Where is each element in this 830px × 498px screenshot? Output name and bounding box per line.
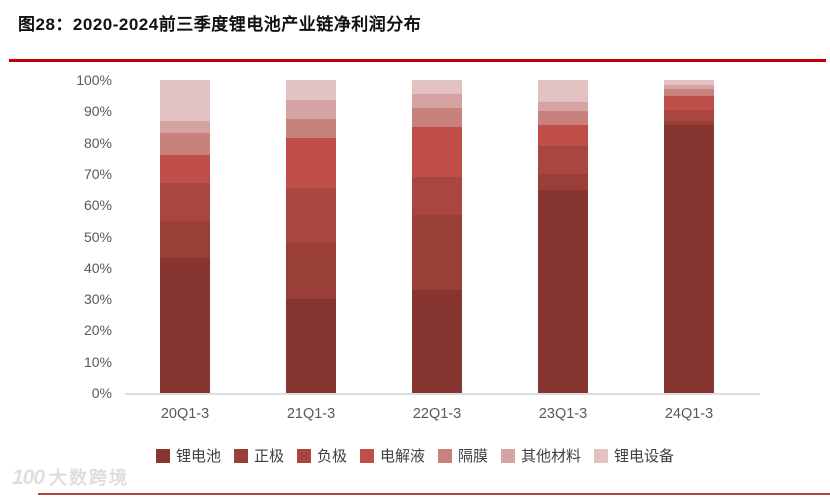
bar-segment-电解液 <box>286 137 336 189</box>
bar-segment-负极 <box>160 183 210 221</box>
bar-segment-正极 <box>286 242 336 300</box>
watermark-logo: 100 <box>12 466 45 489</box>
bar-segment-隔膜 <box>538 111 588 126</box>
bar-segment-隔膜 <box>412 108 462 127</box>
bar-segment-锂电池 <box>160 258 210 393</box>
watermark-underline <box>38 492 830 495</box>
watermark-text: 大数跨境 <box>49 468 130 488</box>
legend-swatch-icon <box>296 448 311 463</box>
bar-segment-负极 <box>286 188 336 243</box>
legend-swatch-icon <box>438 448 452 463</box>
legend-swatch-icon <box>594 448 609 463</box>
bar-segment-负极 <box>664 109 714 121</box>
bar-segment-其他材料 <box>286 100 336 120</box>
legend-swatch-icon <box>233 448 248 463</box>
legend-item-锂电池: 锂电池 <box>155 445 221 466</box>
y-tick-label: 30% <box>83 291 112 308</box>
y-tick-label: 60% <box>83 197 112 214</box>
bar-segment-电解液 <box>160 155 210 184</box>
y-tick-label: 90% <box>83 103 112 120</box>
bar-segment-锂电设备 <box>286 80 336 101</box>
x-tick-label: 23Q1-3 <box>538 406 588 422</box>
bar-segment-隔膜 <box>160 133 210 156</box>
y-tick-label: 10% <box>83 353 112 370</box>
legend-item-锂电设备: 锂电设备 <box>594 445 674 466</box>
y-axis: 0% 10% 20% 30% 40% 50% 60% 70% 80% 90% 100% <box>40 72 118 401</box>
legend-swatch-icon <box>501 448 516 463</box>
stacked-bar-21Q1-3 <box>286 80 336 393</box>
bar-segment-锂电池 <box>412 289 462 393</box>
legend-item-隔膜: 隔膜 <box>438 445 488 466</box>
y-tick-label: 50% <box>83 228 112 245</box>
bar-segment-其他材料 <box>538 101 588 112</box>
x-tick-label: 21Q1-3 <box>286 406 336 422</box>
legend-item-其他材料: 其他材料 <box>501 445 581 466</box>
y-tick-label: 70% <box>83 165 112 182</box>
stacked-bar-22Q1-3 <box>412 80 462 393</box>
bar-segment-锂电设备 <box>664 80 714 85</box>
x-axis: 20Q1-3 21Q1-3 22Q1-3 23Q1-3 24Q1-3 <box>125 406 760 428</box>
legend-label: 隔膜 <box>458 448 489 465</box>
bar-segment-电解液 <box>412 126 462 178</box>
bar-segment-负极 <box>412 177 462 215</box>
x-tick-label: 24Q1-3 <box>664 406 714 422</box>
x-tick-label: 22Q1-3 <box>412 406 462 422</box>
plot-area <box>125 80 760 395</box>
bar-segment-锂电池 <box>286 299 336 393</box>
y-tick-label: 40% <box>83 259 112 276</box>
legend-label: 锂电池 <box>175 448 221 465</box>
bar-segment-其他材料 <box>664 84 714 90</box>
legend-label: 负极 <box>316 448 347 465</box>
bar-segment-电解液 <box>664 95 714 110</box>
watermark: 100 大数跨境 <box>12 464 129 490</box>
stacked-bar-24Q1-3 <box>664 80 714 393</box>
bar-segment-其他材料 <box>412 94 462 109</box>
x-tick-label: 20Q1-3 <box>160 406 210 422</box>
legend-item-正极: 正极 <box>233 445 284 466</box>
bar-segment-锂电设备 <box>160 80 210 121</box>
y-tick-label: 80% <box>83 134 112 151</box>
y-tick-label: 20% <box>83 322 112 339</box>
chart-legend: 锂电池 正极 负极 电解液 隔膜 其他材料 锂电设备 <box>0 445 830 466</box>
page-title: 图28：2020-2024前三季度锂电池产业链净利润分布 <box>18 15 422 34</box>
bar-segment-隔膜 <box>286 119 336 138</box>
bar-segment-正极 <box>412 214 462 290</box>
y-tick-label: 0% <box>91 385 112 401</box>
bar-segment-正极 <box>160 220 210 259</box>
bar-segment-电解液 <box>538 125 588 146</box>
bar-segment-锂电池 <box>538 189 588 393</box>
title-underline <box>9 59 826 62</box>
bar-segment-隔膜 <box>664 89 714 96</box>
bar-segment-锂电池 <box>664 125 714 393</box>
stacked-bar-20Q1-3 <box>160 80 210 393</box>
y-tick-label: 100% <box>76 72 112 88</box>
bar-segment-锂电设备 <box>538 80 588 102</box>
bar-segment-负极 <box>538 145 588 174</box>
legend-item-电解液: 电解液 <box>359 445 425 466</box>
bar-segment-锂电设备 <box>412 80 462 95</box>
bar-segment-正极 <box>664 120 714 126</box>
legend-item-负极: 负极 <box>296 445 347 466</box>
legend-swatch-icon <box>155 448 170 463</box>
bar-segment-正极 <box>538 173 588 190</box>
legend-swatch-icon <box>359 448 374 463</box>
stacked-bar-23Q1-3 <box>538 80 588 393</box>
legend-label: 电解液 <box>379 448 425 465</box>
legend-label: 正极 <box>253 448 284 465</box>
bar-segment-其他材料 <box>160 120 210 134</box>
legend-label: 锂电设备 <box>614 448 675 465</box>
legend-label: 其他材料 <box>521 448 582 465</box>
